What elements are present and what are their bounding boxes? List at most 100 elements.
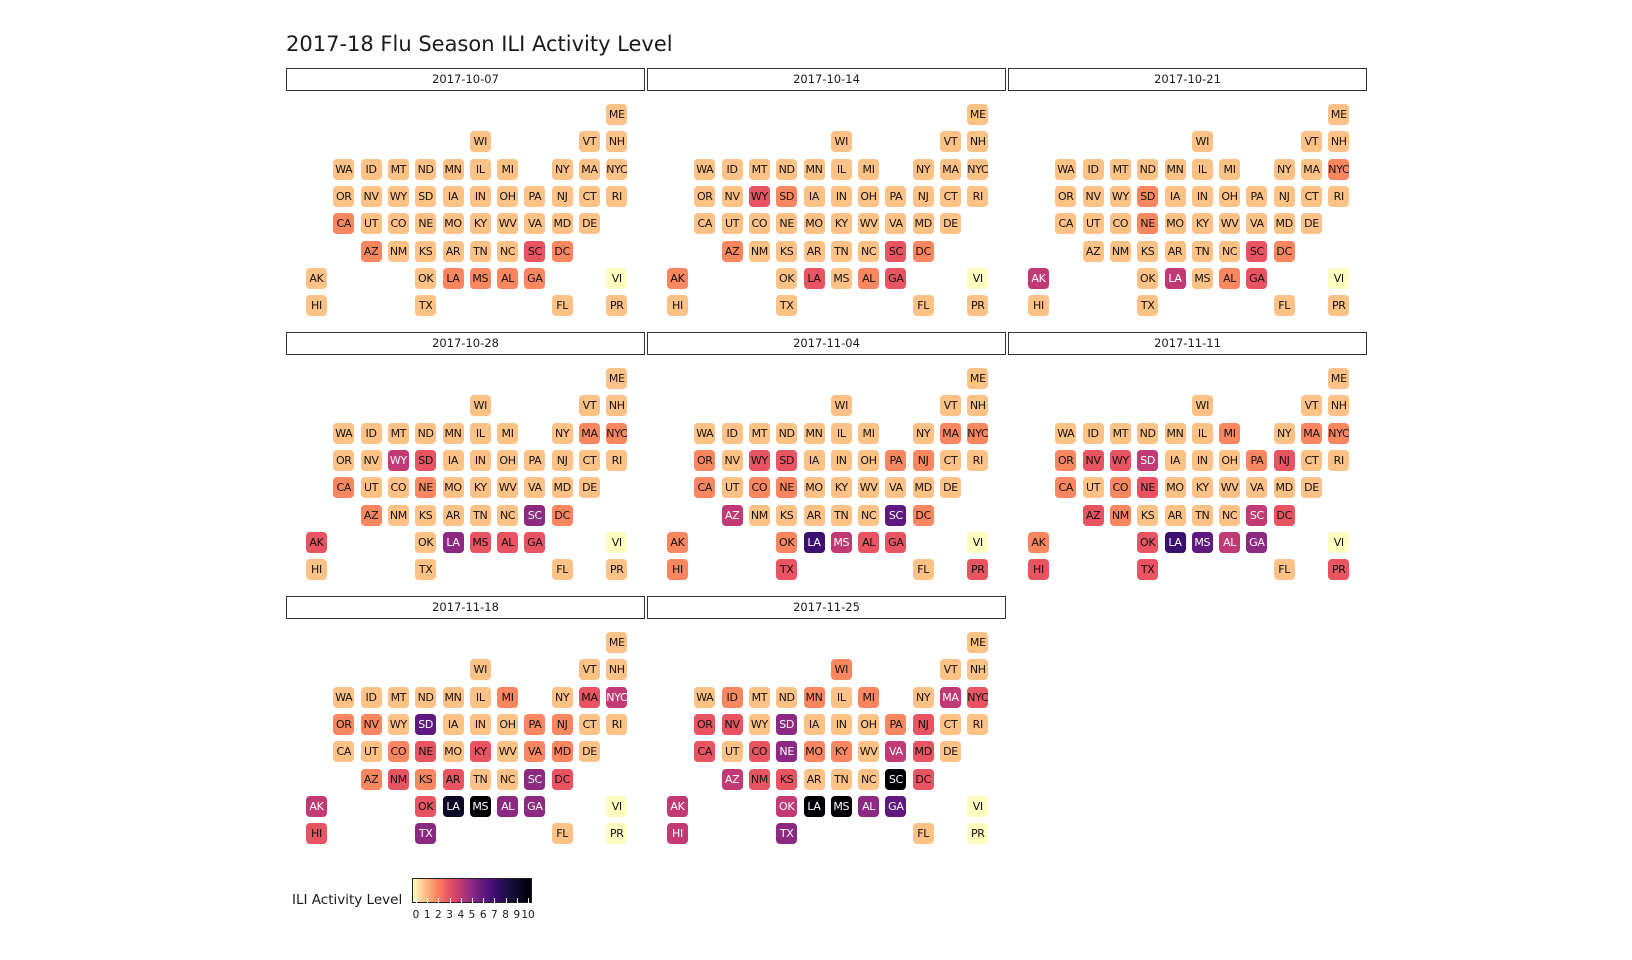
state-tile-mn: MN: [803, 158, 825, 180]
state-tile-ms: MS: [1191, 531, 1213, 553]
state-tile-vt: VT: [940, 395, 961, 417]
facet-panel: 2017-10-07 ME WI VT NH WA ID MT ND MN IL MI NY MA NYC O…: [286, 68, 645, 326]
state-tile-mi: MI: [1219, 158, 1241, 180]
state-tile-ut: UT: [360, 477, 382, 499]
state-tile-nj: NJ: [912, 713, 934, 735]
state-tile-de: DE: [940, 477, 961, 499]
state-tile-me: ME: [1328, 104, 1350, 125]
state-tile-vt: VT: [1301, 131, 1322, 153]
state-tile-hi: HI: [667, 295, 688, 317]
state-tile-nc: NC: [1219, 504, 1241, 526]
state-tile-ma: MA: [940, 686, 961, 708]
facet-strip-label: 2017-10-14: [647, 68, 1006, 91]
facet-strip-label: 2017-11-11: [1008, 332, 1367, 355]
state-tile-ky: KY: [1191, 477, 1213, 499]
state-tile-ga: GA: [885, 795, 907, 817]
state-tile-fl: FL: [1273, 295, 1295, 317]
state-tile-la: LA: [803, 531, 825, 553]
state-tile-nm: NM: [387, 240, 409, 262]
facet-panel: 2017-10-21 ME WI VT NH WA ID MT ND MN IL MI NY MA NYC O…: [1008, 68, 1367, 326]
state-tile-pr: PR: [1328, 559, 1350, 581]
state-tile-al: AL: [1219, 267, 1241, 289]
state-tile-mi: MI: [1219, 422, 1241, 444]
state-tile-il: IL: [830, 158, 852, 180]
state-tile-mi: MI: [497, 422, 519, 444]
state-tile-wy: WY: [748, 713, 770, 735]
state-tile-co: CO: [387, 477, 409, 499]
state-tile-al: AL: [858, 267, 880, 289]
state-tile-oh: OH: [497, 713, 519, 735]
state-tile-ok: OK: [1137, 531, 1159, 553]
state-tile-nh: NH: [967, 659, 989, 681]
state-tile-ca: CA: [694, 477, 716, 499]
legend-tick-mark: [505, 898, 507, 903]
state-tile-me: ME: [1328, 368, 1350, 389]
state-tile-ia: IA: [803, 713, 825, 735]
state-tile-il: IL: [1191, 422, 1213, 444]
state-tile-ar: AR: [442, 504, 464, 526]
state-tile-ia: IA: [442, 185, 464, 207]
state-tile-ms: MS: [830, 795, 852, 817]
state-tile-mt: MT: [1109, 422, 1131, 444]
state-tile-ma: MA: [579, 158, 600, 180]
state-tile-ca: CA: [694, 741, 716, 763]
state-tile-nc: NC: [858, 768, 880, 790]
state-tile-al: AL: [858, 795, 880, 817]
state-tile-dc: DC: [912, 240, 934, 262]
facet-panel: 2017-11-04 ME WI VT NH WA ID MT ND MN IL MI NY MA NYC O…: [647, 332, 1006, 590]
legend-tick-mark: [528, 898, 529, 903]
state-tile-ok: OK: [776, 795, 798, 817]
state-tile-mo: MO: [1164, 477, 1186, 499]
state-tile-oh: OH: [858, 185, 880, 207]
legend-tick-label: 6: [479, 909, 487, 921]
state-tile-ky: KY: [830, 213, 852, 235]
state-tile-nyc: NYC: [967, 158, 989, 180]
state-tile-ne: NE: [776, 477, 798, 499]
state-tile-or: OR: [333, 185, 355, 207]
state-tile-nd: ND: [776, 686, 798, 708]
state-tile-id: ID: [721, 158, 743, 180]
state-tile-tx: TX: [415, 823, 437, 845]
state-tile-hi: HI: [306, 823, 327, 845]
state-tile-vt: VT: [579, 395, 600, 417]
state-tile-oh: OH: [497, 185, 519, 207]
state-tile-va: VA: [524, 477, 546, 499]
state-tile-sd: SD: [776, 713, 798, 735]
state-tile-mt: MT: [748, 686, 770, 708]
state-tile-ms: MS: [469, 267, 491, 289]
state-tile-nm: NM: [748, 768, 770, 790]
state-tile-ks: KS: [415, 240, 437, 262]
state-tile-ny: NY: [551, 686, 573, 708]
state-tile-ma: MA: [940, 422, 961, 444]
state-tile-ny: NY: [1273, 158, 1295, 180]
state-tile-ks: KS: [1137, 504, 1159, 526]
state-tile-az: AZ: [360, 240, 382, 262]
state-tile-sd: SD: [776, 449, 798, 471]
legend-tick-mark: [472, 898, 473, 903]
state-tile-nd: ND: [415, 158, 437, 180]
state-tile-de: DE: [579, 741, 600, 763]
legend-tick-mark: [483, 898, 485, 903]
state-tile-ri: RI: [1328, 449, 1350, 471]
state-tile-wv: WV: [497, 213, 519, 235]
state-tile-ct: CT: [940, 449, 961, 471]
state-tile-ne: NE: [776, 741, 798, 763]
state-tile-nc: NC: [497, 768, 519, 790]
state-tile-me: ME: [967, 104, 989, 125]
state-tile-ny: NY: [912, 422, 934, 444]
state-tile-az: AZ: [721, 504, 743, 526]
state-tile-ne: NE: [415, 741, 437, 763]
state-tile-pa: PA: [524, 449, 546, 471]
state-tile-mo: MO: [803, 477, 825, 499]
state-tile-vt: VT: [940, 659, 961, 681]
state-tile-fl: FL: [912, 559, 934, 581]
state-tile-de: DE: [940, 741, 961, 763]
state-tile-sd: SD: [1137, 185, 1159, 207]
facet-panel: 2017-10-28 ME WI VT NH WA ID MT ND MN IL MI NY MA NYC O…: [286, 332, 645, 590]
legend-tick-label: 0: [412, 909, 420, 921]
state-tile-la: LA: [1164, 267, 1186, 289]
state-tile-sc: SC: [1246, 504, 1268, 526]
state-tile-wv: WV: [858, 213, 880, 235]
state-tile-mn: MN: [442, 686, 464, 708]
state-tile-mt: MT: [387, 686, 409, 708]
